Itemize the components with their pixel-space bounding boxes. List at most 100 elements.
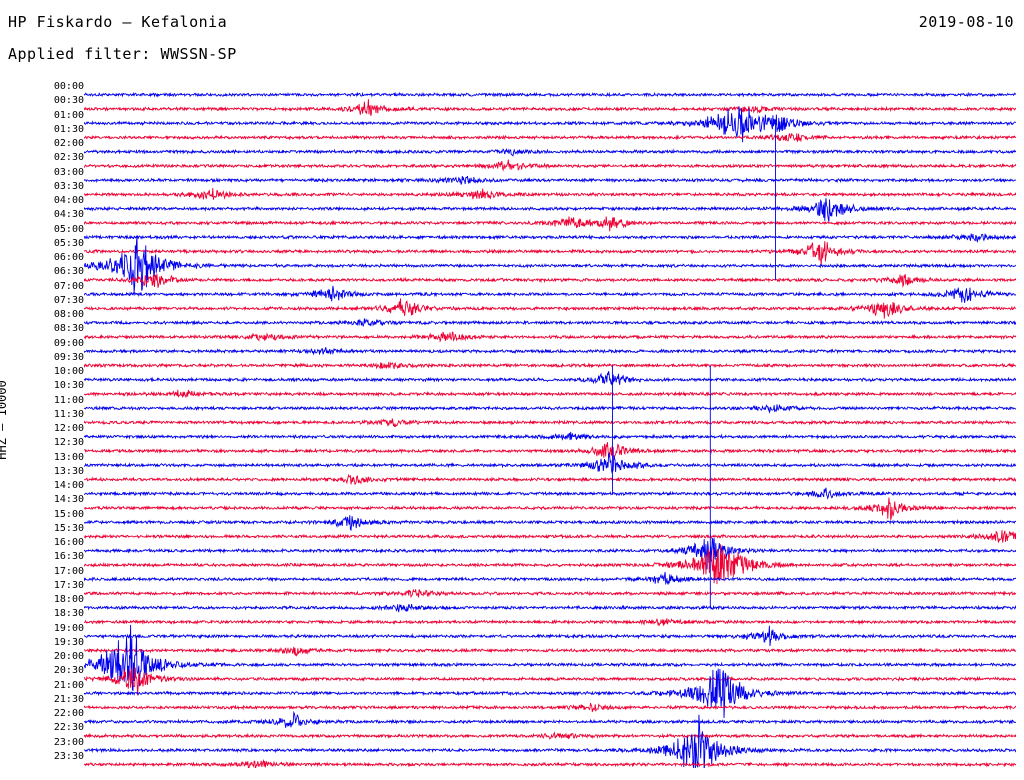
helicorder-plot (84, 84, 1016, 768)
time-tick-label: 21:00 (53, 679, 84, 691)
time-tick-label: 12:30 (53, 437, 84, 449)
seismic-trace (84, 442, 1016, 461)
time-tick-label: 18:30 (53, 608, 84, 620)
seismic-trace (84, 147, 1016, 157)
seismic-trace (84, 487, 1016, 500)
time-tick-label: 15:30 (53, 522, 84, 534)
time-tick-label: 06:00 (53, 252, 84, 264)
time-axis-tick-labels: 00:00 00:30 01:00 01:30 02:00 02:30 03:00 03:30… (28, 80, 84, 768)
seismic-trace (84, 702, 1016, 713)
seismic-trace (84, 175, 1016, 185)
seismic-trace (84, 331, 1016, 343)
seismic-trace (84, 529, 1016, 543)
time-tick-label: 20:00 (53, 651, 84, 663)
seismic-trace (84, 298, 1016, 319)
time-tick-label: 00:30 (53, 95, 84, 107)
applied-filter: Applied filter: WWSSN-SP (8, 45, 237, 63)
seismic-trace (84, 389, 1016, 399)
seismic-trace (84, 198, 1016, 222)
time-tick-label: 16:00 (53, 537, 84, 549)
time-tick-label: 07:30 (53, 294, 84, 306)
seismic-trace (84, 731, 1016, 740)
seismic-trace (84, 758, 1016, 768)
seismic-trace (84, 604, 1016, 613)
seismic-trace (84, 473, 1016, 486)
time-tick-label: 19:30 (53, 636, 84, 648)
seismic-trace (84, 159, 1016, 172)
seismic-trace (84, 347, 1016, 356)
time-tick-label: 08:00 (53, 309, 84, 321)
record-date: 2019-08-10 (918, 13, 1014, 31)
time-tick-label: 18:00 (53, 594, 84, 606)
time-tick-label: 09:00 (53, 337, 84, 349)
station-title: HP Fiskardo – Kefalonia (8, 13, 228, 31)
seismic-trace (84, 544, 1016, 585)
seismic-trace (84, 451, 1016, 475)
time-tick-label: 04:00 (53, 195, 84, 207)
seismic-trace (84, 714, 1016, 768)
time-tick-label: 03:00 (53, 166, 84, 178)
time-tick-label: 01:30 (53, 123, 84, 135)
time-tick-label: 11:00 (53, 394, 84, 406)
seismic-trace (84, 318, 1016, 328)
time-tick-label: 02:30 (53, 152, 84, 164)
seismic-trace (84, 537, 1016, 570)
time-tick-label: 05:00 (53, 223, 84, 235)
seismic-trace (84, 91, 1016, 98)
time-tick-label: 19:00 (53, 622, 84, 634)
time-tick-label: 17:30 (53, 579, 84, 591)
seismic-trace (84, 624, 1016, 692)
seismic-trace (84, 515, 1016, 532)
time-tick-label: 09:30 (53, 351, 84, 363)
time-tick-label: 04:30 (53, 209, 84, 221)
seismic-trace (84, 646, 1016, 657)
seismic-trace (84, 668, 1016, 719)
time-tick-label: 22:00 (53, 708, 84, 720)
y-axis-label: HHZ – 10000 (0, 380, 9, 460)
seismic-trace (84, 99, 1016, 117)
seismic-trace (84, 235, 1016, 293)
seismic-trace (84, 571, 1016, 586)
seismic-trace (84, 273, 1016, 288)
seismic-trace (84, 618, 1016, 627)
seismic-trace (84, 418, 1016, 428)
time-tick-label: 21:30 (53, 693, 84, 705)
seismic-trace (84, 133, 1016, 142)
time-tick-label: 12:00 (53, 423, 84, 435)
time-tick-label: 05:30 (53, 237, 84, 249)
time-tick-label: 22:30 (53, 722, 84, 734)
time-tick-label: 13:00 (53, 451, 84, 463)
seismic-trace (84, 710, 1016, 728)
time-tick-label: 03:30 (53, 180, 84, 192)
time-tick-label: 01:00 (53, 109, 84, 121)
seismic-trace (84, 667, 1016, 696)
seismic-trace (84, 431, 1016, 441)
time-tick-label: 17:00 (53, 565, 84, 577)
time-tick-label: 07:00 (53, 280, 84, 292)
time-tick-label: 02:00 (53, 138, 84, 150)
time-tick-label: 06:30 (53, 266, 84, 278)
seismic-trace (84, 403, 1016, 414)
time-tick-label: 23:00 (53, 736, 84, 748)
time-tick-label: 14:00 (53, 480, 84, 492)
seismic-trace (84, 497, 1016, 520)
time-tick-label: 15:00 (53, 508, 84, 520)
time-tick-label: 11:30 (53, 408, 84, 420)
time-tick-label: 16:30 (53, 551, 84, 563)
seismic-trace (84, 371, 1016, 386)
time-tick-label: 20:30 (53, 665, 84, 677)
seismic-trace (84, 106, 1016, 143)
seismic-trace (84, 285, 1016, 303)
seismic-trace (84, 625, 1016, 647)
time-tick-label: 13:30 (53, 465, 84, 477)
time-tick-label: 10:30 (53, 380, 84, 392)
seismic-trace (84, 216, 1016, 232)
time-tick-label: 00:00 (53, 81, 84, 93)
time-tick-label: 23:30 (53, 750, 84, 762)
time-tick-label: 10:00 (53, 366, 84, 378)
seismic-trace (84, 588, 1016, 599)
seismic-trace (84, 241, 1016, 265)
seismic-trace (84, 361, 1016, 370)
seismic-trace (84, 233, 1016, 243)
time-tick-label: 14:30 (53, 494, 84, 506)
